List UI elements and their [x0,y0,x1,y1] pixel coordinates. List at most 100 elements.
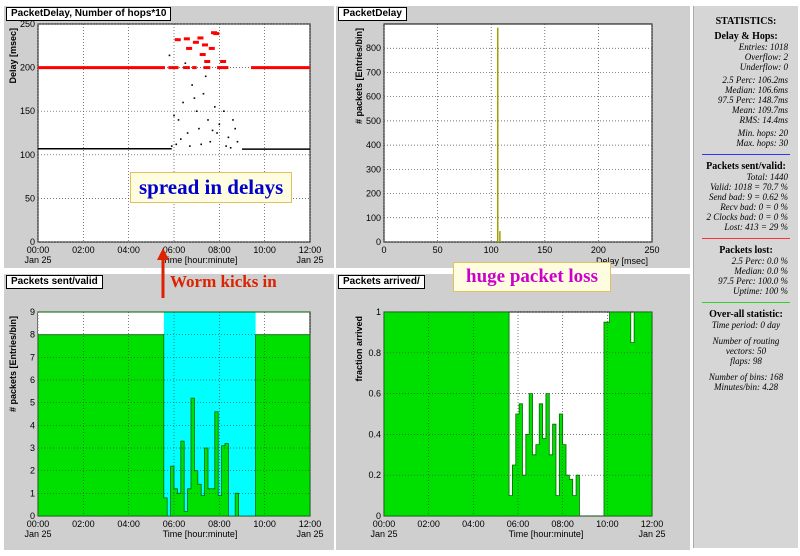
x-axis-label: Time [hour:minute] [163,529,238,539]
histogram-bar [496,27,499,243]
x-tick-label: 150 [537,245,552,255]
y-tick-label: 250 [20,19,35,29]
stat-entries: Entries: 1018 [738,42,788,52]
data-point [186,46,193,50]
y-tick-label: 0 [30,237,35,247]
stat-p25: 2.5 Perc: 106.2ms [722,75,788,85]
y-tick-label: 600 [366,92,381,102]
x-tick-label: 02:00 [72,519,95,529]
stat-lost-p975: 97.5 Perc: 100.0 % [718,276,788,286]
data-point [225,145,227,147]
divider [702,154,790,155]
x-tick-label: 00:00 [373,519,396,529]
delay-hops-chart: 0 50 100 150 200 250 00:00 02:00 04:00 06:00 08:00… [8,19,324,265]
sent-area [163,312,256,516]
x-tick-label: 02:00 [72,245,95,255]
x-date-label: Jan 25 [638,529,665,539]
data-point [204,59,211,63]
data-point [223,110,225,112]
x-tick-label: 06:00 [507,519,530,529]
data-point [184,62,187,65]
sent-valid-panel: 0 1 2 3 4 5 6 7 8 9 00:00 02:00 04:00 06:00 08:00 10:00… [4,274,334,550]
spread-annotation: spread in delays [130,172,293,203]
y-axis-label: # packets [Entries/bin] [8,316,18,412]
x-tick-label: 250 [644,245,659,255]
y-tick-label: 700 [366,67,381,77]
data-point [211,129,214,132]
sent-valid-title: Packets sent/valid: [706,161,786,172]
stat-median: Median: 106.6ms [725,85,788,95]
y-tick-label: 7 [30,352,35,362]
x-tick-label: 06:00 [163,245,186,255]
x-tick-label: 200 [591,245,606,255]
x-tick-label: 08:00 [551,519,574,529]
stat-mean: Mean: 109.7ms [732,105,788,115]
delay-hops-panel: 0 50 100 150 200 250 00:00 02:00 04:00 06:00 08:00… [4,6,334,268]
x-axis-label: Delay [msec] [596,256,648,266]
stat-valid: Valid: 1018 = 70.7 % [710,182,788,192]
data-point [201,43,208,47]
overall-title: Over-all statistic: [709,309,783,320]
data-point [183,37,190,41]
y-tick-label: 200 [366,189,381,199]
x-date-label: Jan 25 [24,255,51,265]
y-tick-label: 300 [366,164,381,174]
panel-title: PacketDelay, Number of hops*10 [6,7,172,21]
data-point [232,119,234,121]
x-tick-label: 04:00 [462,519,485,529]
stat-p975: 97.5 Perc: 148.7ms [717,95,788,105]
y-tick-label: 4 [30,420,35,430]
stat-uptime: Uptime: 100 % [733,286,788,296]
y-tick-label: 3 [30,443,35,453]
data-point [199,53,206,57]
stat-overflow: Overflow: 2 [744,52,788,62]
y-tick-label: 1 [30,488,35,498]
data-point [229,147,232,149]
y-tick-label: 5 [30,398,35,408]
x-tick-label: 00:00 [27,245,50,255]
y-tick-label: 100 [366,213,381,223]
delay-hops-title: Delay & Hops: [714,31,778,42]
x-tick-label: 50 [433,245,443,255]
data-point [180,138,182,140]
x-date-label: Jan 25 [370,529,397,539]
stat-minbin: Minutes/bin: 4.28 [714,382,778,392]
data-point [173,114,175,117]
x-tick-label: 10:00 [596,519,619,529]
x-tick-label: 04:00 [117,519,140,529]
x-tick-label: 02:00 [417,519,440,529]
data-point [220,59,227,63]
sent-valid-chart: 0 1 2 3 4 5 6 7 8 9 00:00 02:00 04:00 06:00 08:00 10:00… [8,307,324,539]
stat-lost-median: Median: 0.0 % [734,266,788,276]
delay-hist-panel: 0 100 200 300 400 500 600 700 800 0 50 100 150 200 250… [336,6,690,268]
stat-routing-2: vectors: 50 [725,346,767,356]
y-tick-label: 200 [20,63,35,73]
stat-flaps: flaps: 98 [730,356,762,366]
x-tick-label: 100 [484,245,499,255]
stat-send-bad: Send bad: 9 = 0.62 % [708,192,788,202]
y-tick-label: 150 [20,106,35,116]
stat-max-hops: Max. hops: 30 [736,138,788,148]
data-point [197,36,204,40]
stat-min-hops: Min. hops: 20 [737,128,788,138]
x-axis-label: Time [hour:minute] [163,255,238,265]
data-point [193,97,196,99]
x-tick-label: 10:00 [253,245,276,255]
plot-area [37,23,311,243]
divider [702,302,790,303]
arrived-chart: 0 0.2 0.4 0.6 0.8 1 00:00 02:00 04:00 06:00 08:00 1… [354,307,666,539]
data-point [204,75,207,78]
x-date-label: Jan 25 [296,255,323,265]
y-tick-label: 0 [376,237,381,247]
panel-title: Packets sent/valid [6,275,103,289]
x-tick-label: 0 [381,245,386,255]
y-axis-label: fraction arrived [354,316,364,382]
x-tick-label: 08:00 [208,245,231,255]
data-point [186,132,189,134]
y-tick-label: 0.2 [368,470,381,480]
x-tick-label: 06:00 [163,519,186,529]
stat-underflow: Underflow: 0 [739,62,788,72]
data-point [209,140,212,143]
data-point [170,145,173,147]
plot-area [383,23,653,243]
